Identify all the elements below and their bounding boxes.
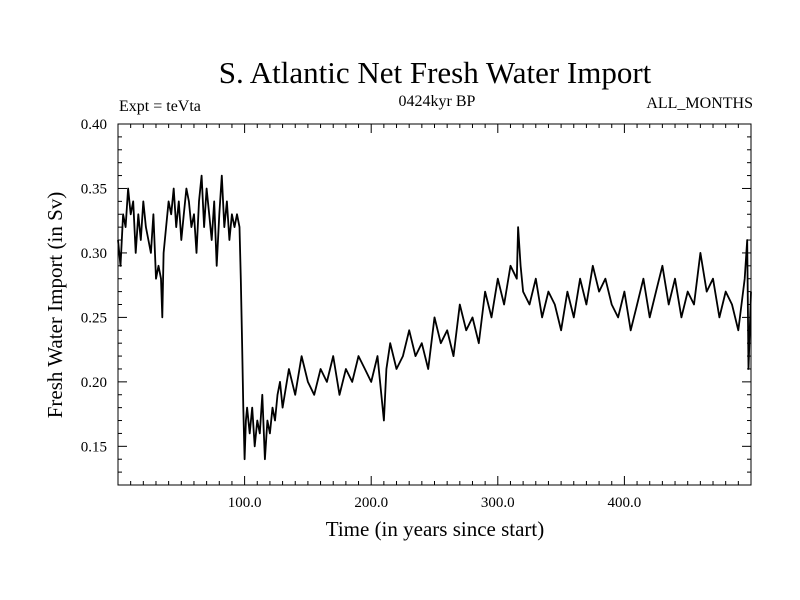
x-axis-label: Time (in years since start) — [326, 517, 545, 541]
y-tick-label: 0.30 — [81, 246, 107, 262]
plot-frame — [117, 123, 752, 486]
y-axis-tick-labels: 0.15 0.20 0.25 0.30 0.35 0.40 — [81, 117, 107, 455]
x-tick-label: 200.0 — [354, 495, 388, 511]
chart-title: S. Atlantic Net Fresh Water Import — [219, 55, 652, 90]
y-axis-ticks — [118, 136, 751, 473]
months-label: ALL_MONTHS — [646, 95, 753, 112]
series-line — [117, 174, 752, 461]
y-tick-label: 0.35 — [81, 181, 107, 197]
x-tick-label: 300.0 — [481, 495, 515, 511]
x-tick-label: 100.0 — [228, 495, 262, 511]
y-tick-label: 0.25 — [81, 310, 107, 326]
x-axis-tick-labels: 100.0 200.0 300.0 400.0 — [228, 495, 642, 511]
period-label: 0424kyr BP — [399, 93, 476, 110]
y-tick-label: 0.40 — [81, 117, 107, 133]
y-tick-label: 0.15 — [81, 439, 107, 455]
y-axis-label: Fresh Water Import (in Sv) — [43, 192, 67, 419]
y-tick-label: 0.20 — [81, 375, 107, 391]
experiment-label: Expt = teVta — [119, 98, 201, 115]
x-tick-label: 400.0 — [608, 495, 642, 511]
x-axis-ticks — [130, 124, 739, 485]
